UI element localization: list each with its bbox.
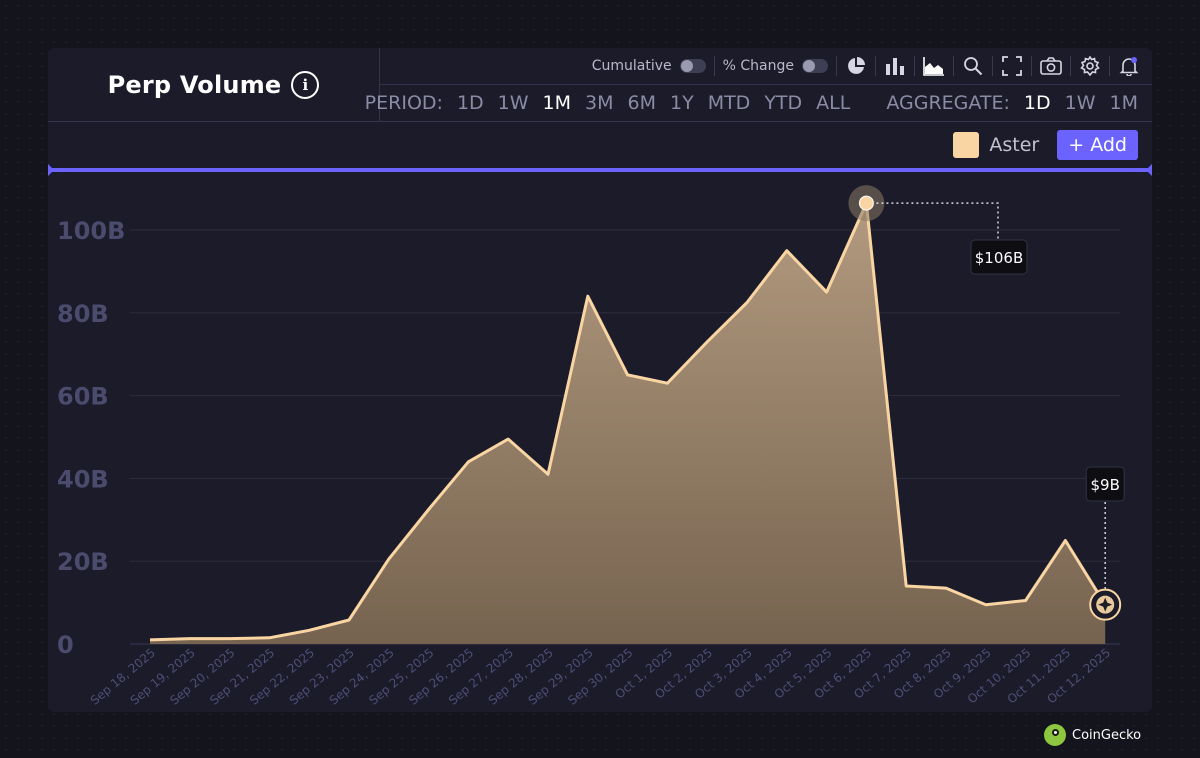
data-point <box>905 585 908 588</box>
data-point <box>825 291 828 294</box>
data-point <box>507 438 510 441</box>
peak-label: $106B <box>975 249 1023 267</box>
data-point <box>666 382 669 385</box>
period-toolbar: PERIOD: 1D 1W 1M 3M 6M 1Y MTD YTD ALL AG… <box>365 85 1152 122</box>
data-point <box>188 637 191 640</box>
last-label-box <box>1085 466 1125 502</box>
peak-label-box <box>970 239 1028 275</box>
data-point <box>984 603 987 606</box>
period-label: PERIOD: <box>364 92 443 114</box>
data-point <box>308 629 311 632</box>
fullscreen-icon[interactable] <box>1001 55 1023 77</box>
aggregate-option-1d[interactable]: 1D <box>1023 92 1051 114</box>
search-icon[interactable] <box>962 55 984 77</box>
period-option-mtd[interactable]: MTD <box>707 92 751 114</box>
divider <box>1031 56 1032 76</box>
add-button[interactable]: + Add <box>1057 130 1138 160</box>
period-option-all[interactable]: ALL <box>816 92 851 114</box>
aggregate-label: AGGREGATE: <box>886 92 1010 114</box>
title-area: Perp Volume i <box>48 48 380 122</box>
data-point <box>547 473 550 476</box>
legend: Aster + Add <box>953 130 1138 160</box>
period-option-3m[interactable]: 3M <box>585 92 614 114</box>
brand-name: CoinGecko <box>1072 727 1142 743</box>
y-tick-label: 20B <box>57 548 109 576</box>
y-tick-label: 60B <box>57 383 109 411</box>
period-option-1m[interactable]: 1M <box>542 92 572 114</box>
y-tick-label: 40B <box>57 465 109 493</box>
divider <box>1070 56 1071 76</box>
y-tick-label: 0 <box>57 631 74 659</box>
info-icon[interactable]: i <box>291 70 320 99</box>
pct-change-label: % Change <box>722 58 794 74</box>
data-point <box>945 587 948 590</box>
period-option-6m[interactable]: 6M <box>627 92 656 114</box>
divider <box>875 56 876 76</box>
data-point <box>706 340 709 343</box>
cumulative-label: Cumulative <box>591 58 672 74</box>
legend-label-aster[interactable]: Aster <box>989 134 1040 156</box>
period-option-1d[interactable]: 1D <box>456 92 484 114</box>
area-chart-icon[interactable] <box>923 55 945 77</box>
data-point <box>149 638 152 641</box>
pie-chart-icon[interactable] <box>845 55 867 77</box>
aggregate-option-1w[interactable]: 1W <box>1064 92 1096 114</box>
last-label: $9B <box>1091 476 1120 494</box>
series-line-aster <box>149 201 1107 642</box>
aster-logo-star <box>1098 597 1113 612</box>
data-point <box>586 295 589 298</box>
gear-icon[interactable] <box>1079 55 1101 77</box>
aggregate-option-1m[interactable]: 1M <box>1109 92 1138 114</box>
coingecko-brand: CoinGecko <box>1044 724 1141 746</box>
pct-change-switch[interactable] <box>802 59 828 73</box>
data-point <box>268 636 271 639</box>
pct-change-toggle[interactable]: % Change <box>723 58 828 74</box>
peak-marker <box>858 195 874 211</box>
period-option-1y[interactable]: 1Y <box>669 92 694 114</box>
series-area-aster <box>150 203 1106 644</box>
coingecko-logo-icon <box>1044 724 1066 746</box>
page-title: Perp Volume <box>107 70 282 99</box>
accent-bar-left-cap <box>48 164 54 176</box>
bell-icon[interactable] <box>1118 55 1140 77</box>
y-tick-label: 100B <box>57 217 125 245</box>
cumulative-switch[interactable] <box>679 59 706 73</box>
bar-chart-icon[interactable] <box>884 55 906 77</box>
data-point <box>228 637 231 640</box>
data-point <box>626 373 629 376</box>
divider <box>836 56 837 76</box>
data-point <box>387 558 390 561</box>
peak-leader-line <box>876 202 999 240</box>
data-point <box>785 249 788 252</box>
divider <box>992 56 993 76</box>
toolbar-top: Cumulative % Change <box>380 48 1152 85</box>
data-point <box>1064 539 1067 542</box>
divider <box>713 56 715 76</box>
accent-bar-right-cap <box>1146 164 1152 176</box>
data-point <box>348 618 351 621</box>
data-point <box>1024 599 1027 602</box>
period-option-1w[interactable]: 1W <box>497 92 529 114</box>
data-point <box>746 301 749 304</box>
camera-icon[interactable] <box>1040 55 1062 77</box>
cumulative-toggle[interactable]: Cumulative <box>592 58 706 74</box>
data-point <box>427 508 430 511</box>
divider <box>914 56 915 76</box>
period-option-ytd[interactable]: YTD <box>764 92 803 114</box>
divider <box>953 56 954 76</box>
data-point <box>467 460 470 463</box>
legend-swatch-aster[interactable] <box>953 132 980 158</box>
divider <box>1109 56 1110 76</box>
y-tick-label: 80B <box>57 300 109 328</box>
